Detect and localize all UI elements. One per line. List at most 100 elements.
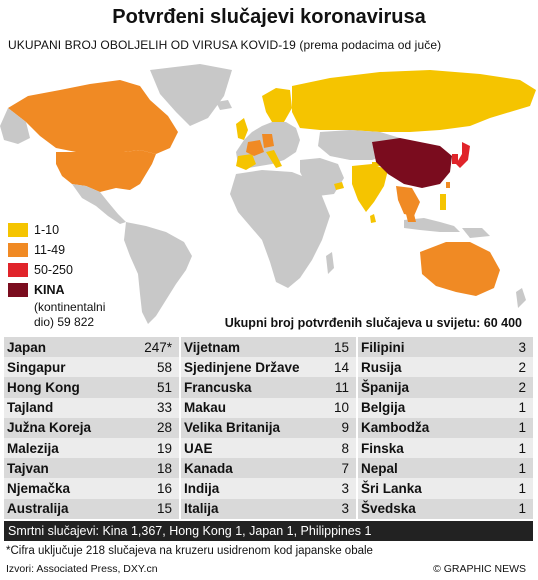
uae [334, 182, 344, 190]
table-row: Kambodža 1 [358, 417, 533, 438]
country-name: Italija [184, 501, 219, 517]
italy [266, 150, 282, 168]
table-row: Šri Lanka 1 [358, 478, 533, 499]
legend-swatch [8, 283, 28, 297]
table-row: Vijetnam 15 [181, 337, 356, 358]
case-count: 1 [518, 501, 526, 517]
footnote: *Cifra uključuje 218 slučajeva na kruzer… [6, 545, 373, 557]
case-count: 11 [334, 379, 349, 395]
table-row: UAE 8 [181, 437, 356, 459]
case-count: 19 [156, 440, 172, 456]
case-count: 18 [156, 460, 172, 476]
china-note-line1: (kontinentalni [34, 300, 106, 314]
country-name: Finska [361, 440, 404, 456]
case-count: 33 [156, 400, 172, 416]
case-count: 1 [518, 440, 526, 456]
map-legend: 1-10 11-49 50-250 KINA (kontinentalni di… [8, 220, 105, 330]
country-name: Belgija [361, 400, 406, 416]
case-count: 2 [518, 359, 526, 375]
legend-item: KINA [8, 280, 105, 300]
case-count: 1 [518, 420, 526, 436]
sources: Izvori: Associated Press, DXY.cn [6, 563, 158, 575]
legend-swatch [8, 223, 28, 237]
country-name: Sjedinjene Države [184, 359, 300, 375]
case-count: 58 [156, 359, 172, 375]
table-row: Njemačka 16 [4, 478, 179, 499]
country-name: UAE [184, 440, 213, 456]
case-count: 28 [156, 420, 172, 436]
spain [236, 154, 256, 170]
canada [8, 80, 178, 154]
mexico [72, 184, 126, 224]
africa [230, 170, 330, 288]
country-name: Njemačka [7, 480, 71, 496]
legend-item: 11-49 [8, 240, 105, 260]
south-america [124, 222, 192, 324]
country-name: Makau [184, 400, 227, 416]
country-name: Vijetnam [184, 339, 241, 355]
legend-label: KINA [34, 283, 65, 297]
japan [456, 142, 470, 168]
world-total: Ukupni broj potvrđenih slučajeva u svije… [224, 316, 522, 330]
table-row: Filipini 3 [358, 337, 533, 358]
case-count: 51 [156, 379, 172, 395]
world-map [0, 64, 536, 324]
south-korea [452, 154, 458, 164]
table-row: Belgija 1 [358, 397, 533, 418]
case-count: 3 [518, 339, 526, 355]
case-count: 15 [156, 501, 172, 517]
case-count: 1 [518, 480, 526, 496]
country-name: Singapur [7, 359, 66, 375]
page-title: Potvrđeni slučajevi koronavirusa [112, 6, 426, 28]
australia [420, 242, 500, 296]
table-row: Južna Koreja 28 [4, 417, 179, 438]
case-count: 2 [518, 379, 526, 395]
table-row: Makau 10 [181, 397, 356, 418]
country-name: Japan [7, 339, 47, 355]
china [372, 138, 452, 188]
usa [56, 150, 156, 192]
philippines [440, 194, 446, 210]
india [352, 164, 388, 212]
scandinavia [262, 88, 292, 122]
table-column: Japan 247* Singapur 58 Hong Kong 51 Tajland 33 J… [4, 337, 181, 519]
malaysia [406, 214, 416, 222]
case-count: 3 [341, 480, 349, 496]
france [246, 140, 264, 156]
legend-label: 1-10 [34, 223, 60, 237]
case-count: 9 [341, 420, 349, 436]
table-row: Španija 2 [358, 377, 533, 398]
table-row: Velika Britanija 9 [181, 417, 356, 438]
table-row: Švedska 1 [358, 498, 533, 519]
uk [236, 118, 248, 140]
subtitle: UKUPANI BROJ OBOLJELIH OD VIRUSA KOVID-1… [8, 38, 442, 52]
iceland [216, 100, 232, 110]
case-count: 7 [341, 460, 349, 476]
country-name: Kanada [184, 460, 233, 476]
country-name: Australija [7, 501, 69, 517]
case-count: 15 [333, 339, 349, 355]
table-row: Japan 247* [4, 337, 179, 358]
indonesia [404, 218, 460, 232]
table-row: Malezija 19 [4, 437, 179, 459]
country-name: Filipini [361, 339, 405, 355]
country-name: Šri Lanka [361, 480, 422, 496]
case-count: 3 [341, 501, 349, 517]
taiwan [446, 182, 450, 188]
table-row: Australija 15 [4, 498, 179, 519]
table-row: Singapur 58 [4, 357, 179, 378]
table-row: Indija 3 [181, 478, 356, 499]
legend-label: 11-49 [34, 243, 66, 257]
country-name: Tajland [7, 400, 54, 416]
germany [262, 134, 274, 148]
country-name: Indija [184, 480, 220, 496]
southeast-asia [396, 186, 420, 216]
new-guinea [462, 228, 490, 238]
legend-swatch [8, 243, 28, 257]
alaska [0, 108, 30, 144]
country-name: Južna Koreja [7, 420, 92, 436]
table-column: Vijetnam 15 Sjedinjene Države 14 Francuska 11… [181, 337, 358, 519]
country-name: Malezija [7, 440, 59, 456]
case-count: 1 [518, 460, 526, 476]
credit: © GRAPHIC NEWS [433, 563, 526, 575]
